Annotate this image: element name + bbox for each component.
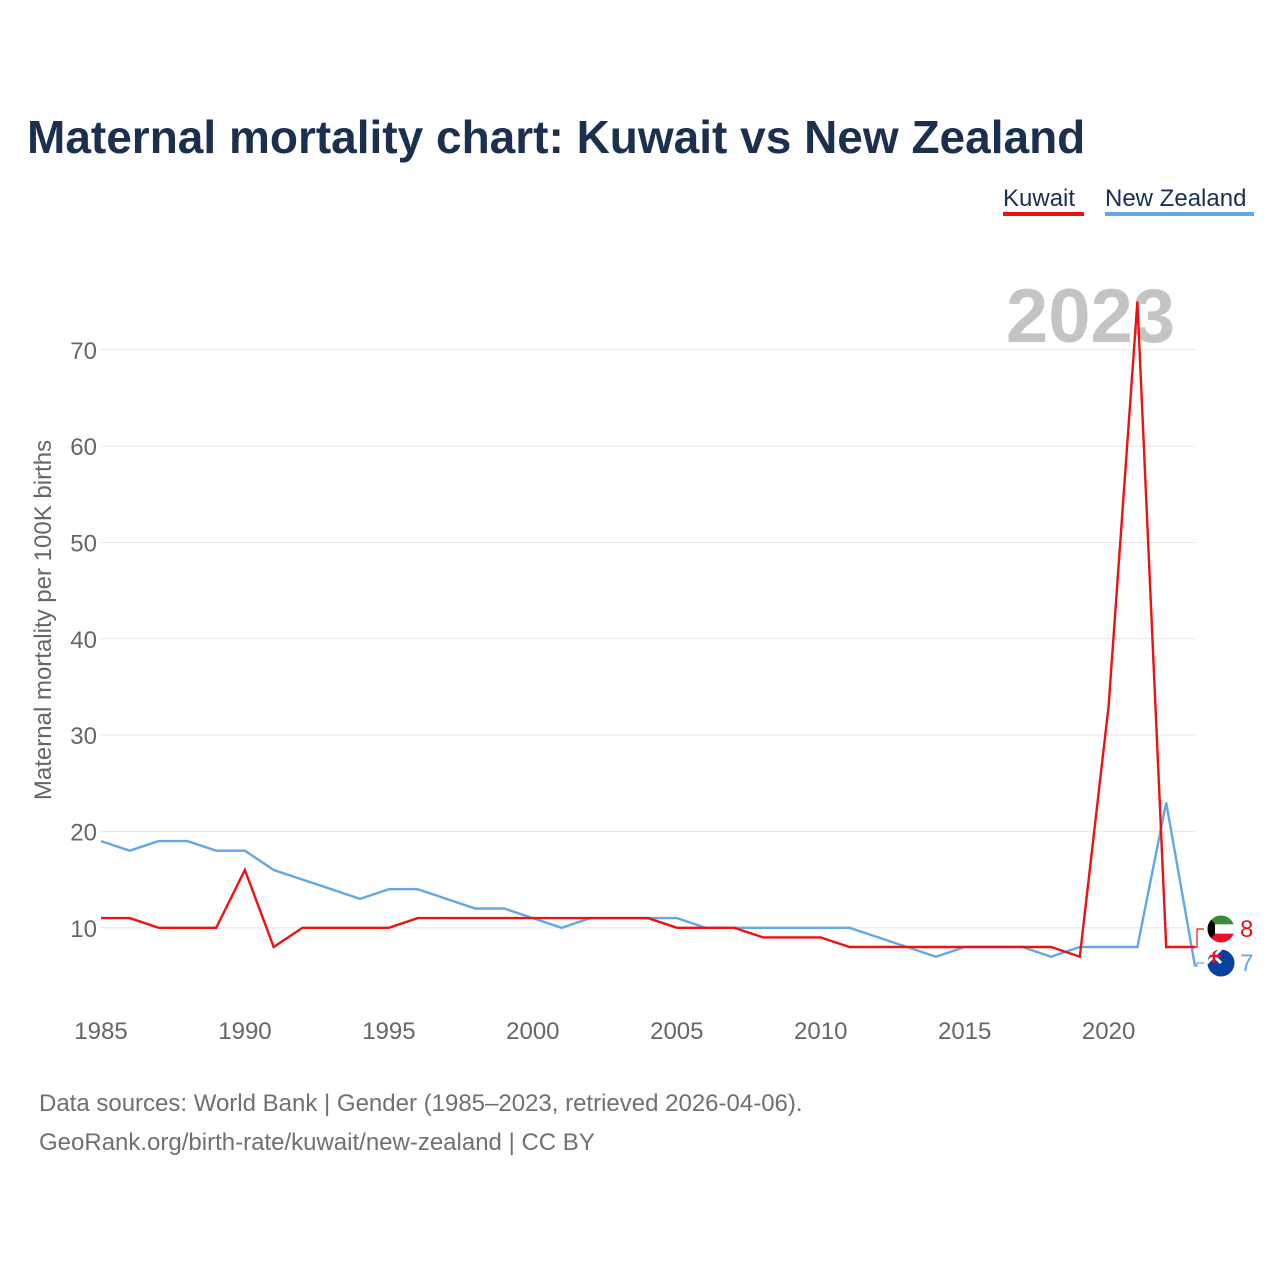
- x-tick-label-2020: 2020: [1082, 1018, 1135, 1045]
- y-tick-label-40: 40: [70, 627, 97, 654]
- legend-label-kuwait: Kuwait: [1003, 185, 1075, 212]
- x-tick-label-1995: 1995: [362, 1018, 415, 1045]
- chart-title: Maternal mortality chart: Kuwait vs New …: [27, 111, 1085, 163]
- x-tick-label-2010: 2010: [794, 1018, 847, 1045]
- x-tick-label-2005: 2005: [650, 1018, 703, 1045]
- end-value-new-zealand: 7: [1240, 950, 1253, 977]
- credit-line[interactable]: GeoRank.org/birth-rate/kuwait/new-zealan…: [39, 1129, 595, 1156]
- legend-swatch-new-zealand: [1105, 212, 1254, 216]
- y-tick-label-10: 10: [70, 916, 97, 943]
- kuwait-flag-icon: [1206, 914, 1236, 944]
- leader-line-new-zealand: [1195, 962, 1204, 967]
- legend-swatch-kuwait: [1003, 212, 1084, 216]
- end-value-kuwait: 8: [1240, 916, 1253, 943]
- x-axis-ticks: 1985 1990 1995 2000 2005 2010 2015 2020: [74, 1018, 1135, 1045]
- new-zealand-flag-icon: [1206, 948, 1236, 978]
- y-tick-label-20: 20: [70, 819, 97, 846]
- source-line: Data sources: World Bank | Gender (1985–…: [39, 1090, 803, 1117]
- series-end-markers: 87: [1195, 914, 1253, 978]
- leader-line-kuwait: [1195, 928, 1204, 948]
- x-tick-label-2015: 2015: [938, 1018, 991, 1045]
- x-tick-label-1990: 1990: [218, 1018, 271, 1045]
- y-axis-ticks: 10 20 30 40 50 60 70: [70, 338, 97, 943]
- y-tick-label-60: 60: [70, 434, 97, 461]
- legend: Kuwait New Zealand: [1003, 185, 1254, 216]
- series-line-kuwait[interactable]: [101, 301, 1195, 959]
- gridlines: [101, 349, 1195, 929]
- legend-label-new-zealand: New Zealand: [1105, 185, 1246, 212]
- y-axis-label: Maternal mortality per 100K births: [30, 440, 57, 800]
- x-tick-label-1985: 1985: [74, 1018, 127, 1045]
- series-lines: [100, 301, 1197, 967]
- legend-item-kuwait[interactable]: Kuwait: [1003, 185, 1084, 216]
- y-tick-label-50: 50: [70, 530, 97, 557]
- y-tick-label-70: 70: [70, 338, 97, 365]
- legend-item-new-zealand[interactable]: New Zealand: [1105, 185, 1254, 216]
- year-watermark: 2023: [1006, 274, 1175, 359]
- series-line-new-zealand[interactable]: [100, 802, 1197, 967]
- y-tick-label-30: 30: [70, 723, 97, 750]
- x-tick-label-2000: 2000: [506, 1018, 559, 1045]
